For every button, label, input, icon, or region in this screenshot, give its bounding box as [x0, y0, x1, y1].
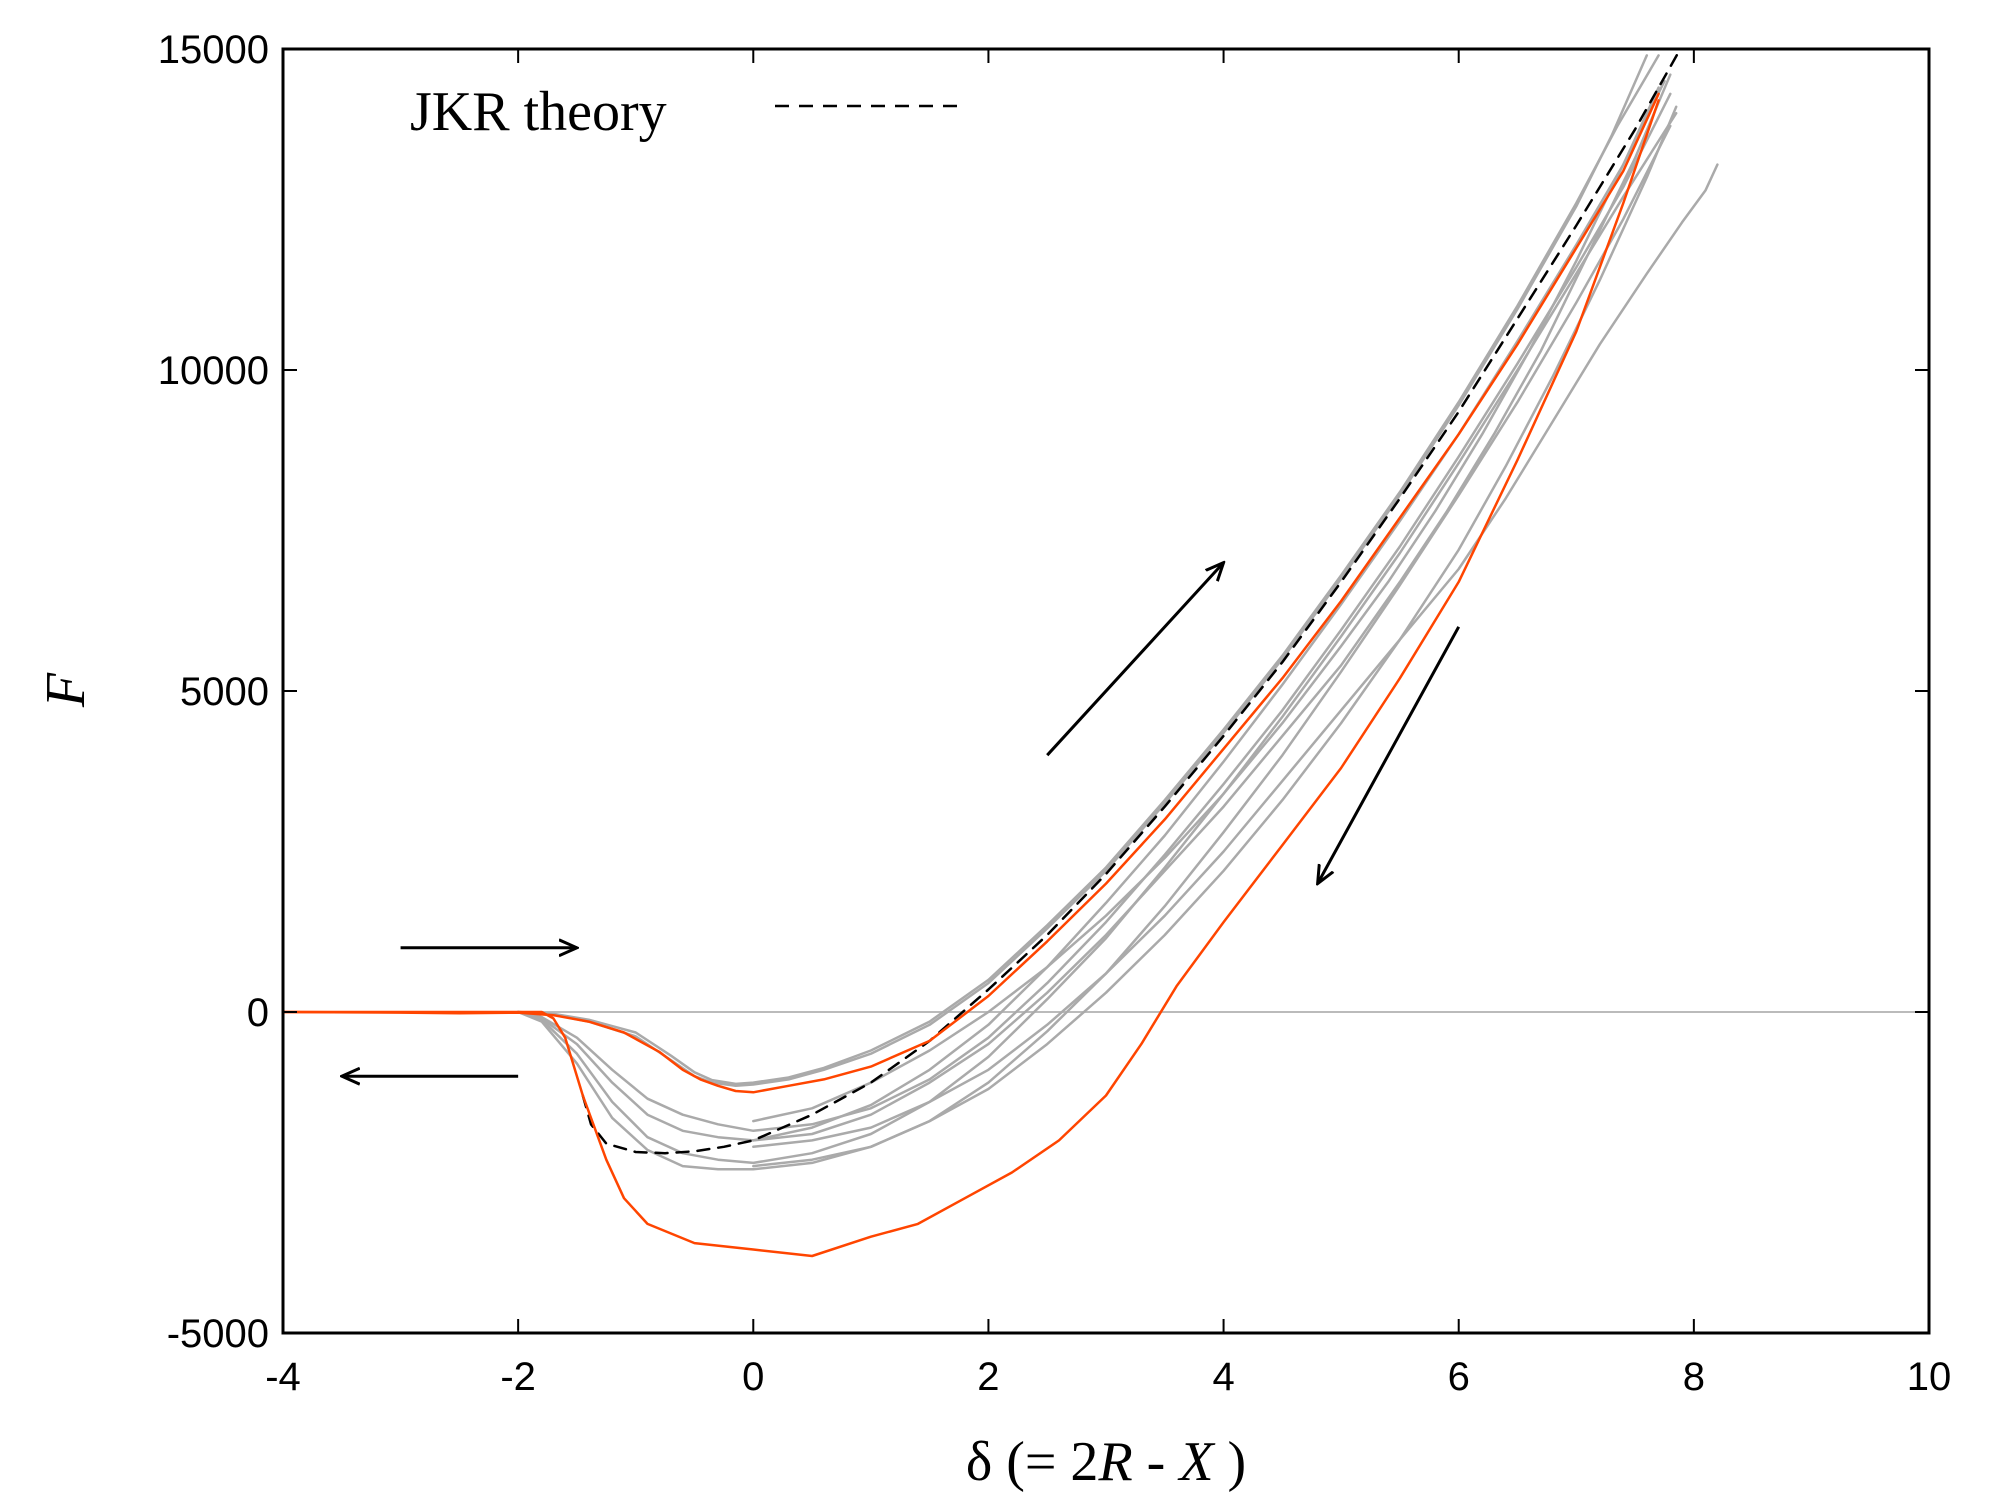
- series-line-retraction-4: [752, 86, 1660, 1123]
- series-line-approach-red: [283, 92, 1660, 1094]
- series-line-cycle-6-shallow: [516, 54, 1660, 1086]
- y-tick-label: 5000: [180, 670, 269, 714]
- legend-label-jkr: JKR theory: [410, 81, 667, 143]
- x-tick-label: 4: [1212, 1355, 1234, 1399]
- unloading-arrow: [1318, 626, 1461, 884]
- y-axis-title: F: [35, 672, 97, 708]
- series-line-jkr-theory: [581, 49, 1682, 1155]
- x-tick-label: 10: [1907, 1355, 1952, 1399]
- series-line-retraction-2: [752, 105, 1678, 1168]
- series-line-cycle-1: [516, 79, 1666, 1142]
- series-line-retraction-1: [752, 163, 1719, 1149]
- y-tick-label: 0: [247, 991, 269, 1035]
- x-tick-label: 8: [1683, 1355, 1705, 1399]
- y-tick-label: 15000: [158, 28, 269, 72]
- y-tick-label: 10000: [158, 349, 269, 393]
- series-line-retraction-3: [752, 73, 1672, 1142]
- legend: JKR theory: [410, 81, 965, 143]
- series-line-cycle-5-shallow: [516, 54, 1649, 1088]
- series-line-cycle-3: [516, 111, 1678, 1165]
- series-line-cycle-2: [516, 92, 1672, 1133]
- loading-arrow: [1046, 563, 1223, 757]
- y-tick-label: -5000: [167, 1312, 269, 1356]
- direction-arrows: [342, 563, 1461, 1077]
- series-line-cycle-4: [516, 124, 1672, 1171]
- x-axis-ticks: -4 -2 0 2 4 6 8 10: [265, 49, 1951, 1399]
- x-tick-label: 6: [1448, 1355, 1470, 1399]
- series-line-retraction-red: [283, 99, 1660, 1258]
- y-axis-ticks: -5000 0 5000 10000 15000: [158, 28, 1929, 1356]
- x-tick-label: 2: [977, 1355, 999, 1399]
- series-layer: [283, 49, 1719, 1258]
- x-tick-label: -2: [500, 1355, 536, 1399]
- x-axis-title: δ (= 2R - X ): [966, 1431, 1246, 1493]
- x-tick-label: -4: [265, 1355, 301, 1399]
- x-tick-label: 0: [742, 1355, 764, 1399]
